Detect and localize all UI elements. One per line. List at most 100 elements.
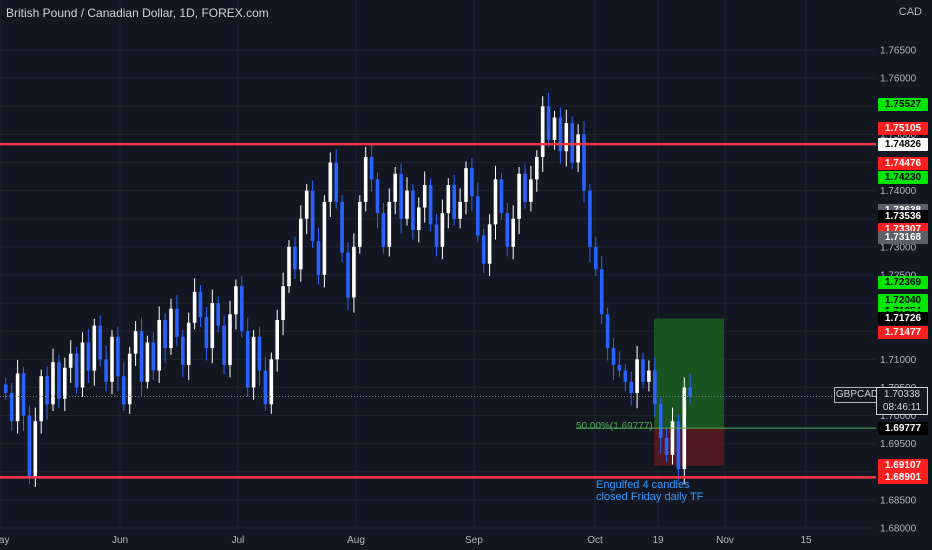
candle-down bbox=[452, 174, 456, 226]
price-label: 1.75527 bbox=[878, 98, 928, 112]
candle-up bbox=[387, 188, 392, 257]
candle-down bbox=[481, 228, 486, 274]
candle-body bbox=[27, 415, 32, 478]
candle-up bbox=[405, 177, 409, 226]
candle-up bbox=[670, 407, 675, 465]
candle-up bbox=[110, 330, 114, 395]
candle-up bbox=[487, 214, 492, 277]
candle-body bbox=[428, 185, 433, 225]
candle-up bbox=[169, 298, 173, 355]
candle-up bbox=[417, 197, 421, 243]
candle-body bbox=[33, 421, 38, 478]
candle-up bbox=[529, 165, 533, 212]
candle-down bbox=[476, 182, 480, 243]
candle-down bbox=[470, 158, 474, 212]
countdown: 08:46:11 bbox=[882, 402, 922, 413]
candle-down bbox=[629, 371, 633, 406]
candle-down bbox=[240, 276, 244, 338]
candle-body bbox=[157, 319, 161, 371]
candle-body bbox=[540, 106, 545, 157]
candle-up bbox=[540, 96, 545, 173]
y-tick-label: 1.68500 bbox=[880, 495, 917, 506]
candle-down bbox=[381, 202, 386, 254]
candle-body bbox=[39, 376, 43, 422]
candle-down bbox=[245, 317, 250, 397]
x-tick-label: Oct bbox=[587, 535, 603, 546]
candle-body bbox=[476, 196, 480, 236]
x-tick-label: 19 bbox=[652, 535, 664, 546]
candle-up bbox=[358, 195, 362, 254]
candle-up bbox=[328, 152, 333, 218]
candle-body bbox=[369, 156, 374, 180]
candle-body bbox=[9, 393, 14, 422]
candle-down bbox=[588, 183, 592, 263]
candle-up bbox=[68, 340, 73, 383]
candle-body bbox=[45, 376, 49, 405]
candle-body bbox=[98, 325, 102, 360]
candle-down bbox=[653, 357, 657, 417]
candle-body bbox=[139, 331, 144, 382]
y-tick-label: 1.71000 bbox=[880, 355, 917, 366]
annotation-line-2: closed Friday daily TF bbox=[596, 491, 704, 503]
candle-body bbox=[570, 123, 574, 163]
price-label: 1.72369 bbox=[878, 275, 928, 289]
price-label: 1.73168 bbox=[878, 230, 928, 244]
candle-body bbox=[523, 173, 527, 202]
candle-down bbox=[558, 107, 563, 164]
price-label: 1.74230 bbox=[878, 171, 928, 185]
candle-down bbox=[658, 397, 663, 454]
candle-up bbox=[422, 171, 427, 223]
candle-down bbox=[316, 227, 321, 285]
candle-body bbox=[57, 362, 61, 399]
candle-down bbox=[57, 355, 61, 409]
candle-up bbox=[234, 279, 238, 330]
candle-up bbox=[564, 109, 569, 167]
candle-body bbox=[287, 246, 291, 287]
candle-body bbox=[440, 213, 445, 247]
candle-down bbox=[204, 307, 209, 361]
annotation-line-1: Engulfed 4 candles bbox=[596, 479, 690, 491]
candle-down bbox=[523, 163, 527, 209]
candle-down bbox=[163, 313, 167, 364]
candle-body bbox=[192, 291, 197, 323]
y-tick-label: 1.69500 bbox=[880, 439, 917, 450]
candle-body bbox=[594, 246, 598, 270]
candle-down bbox=[263, 357, 268, 412]
candle-up bbox=[186, 312, 191, 381]
candle-down bbox=[9, 382, 14, 431]
candle-body bbox=[104, 359, 108, 382]
candle-down bbox=[623, 363, 628, 392]
candle-body bbox=[499, 179, 504, 214]
candle-body bbox=[511, 218, 515, 247]
candle-up bbox=[304, 183, 309, 234]
candle-up bbox=[275, 309, 279, 372]
x-tick-label: Nov bbox=[716, 535, 734, 546]
candle-up bbox=[33, 407, 38, 487]
candle-body bbox=[133, 331, 138, 354]
candle-down bbox=[45, 366, 49, 420]
candle-body bbox=[163, 319, 167, 349]
candle-up bbox=[363, 146, 368, 212]
candle-down bbox=[74, 346, 79, 395]
candle-body bbox=[434, 224, 439, 247]
candle-body bbox=[116, 336, 120, 377]
candle-down bbox=[175, 295, 179, 347]
candle-down bbox=[257, 326, 262, 386]
candle-up bbox=[127, 346, 132, 414]
candle-body bbox=[481, 235, 486, 264]
candle-body bbox=[564, 123, 569, 152]
candle-down bbox=[116, 326, 120, 392]
currency-label: CAD bbox=[898, 6, 922, 18]
candle-body bbox=[617, 364, 622, 371]
candle-body bbox=[299, 218, 303, 270]
candle-body bbox=[558, 117, 563, 152]
candle-up bbox=[157, 306, 161, 383]
candle-body bbox=[653, 370, 657, 405]
candle-body bbox=[588, 190, 592, 247]
candle-body bbox=[92, 325, 97, 371]
candle-down bbox=[98, 315, 102, 367]
candle-body bbox=[363, 156, 368, 202]
candle-body bbox=[670, 421, 675, 455]
candle-body bbox=[641, 359, 645, 382]
